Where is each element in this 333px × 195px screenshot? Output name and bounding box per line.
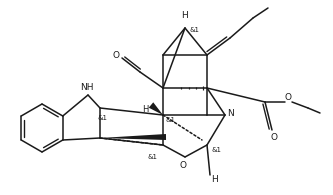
Text: O: O [284, 93, 291, 103]
Text: NH: NH [80, 83, 94, 92]
Text: &1: &1 [212, 147, 222, 153]
Text: O: O [113, 51, 120, 60]
Text: &1: &1 [166, 117, 176, 123]
Text: &1: &1 [98, 115, 108, 121]
Polygon shape [100, 134, 166, 140]
Text: O: O [270, 134, 277, 143]
Text: H: H [212, 176, 218, 184]
Text: &1: &1 [148, 154, 158, 160]
Text: &1: &1 [190, 27, 200, 33]
Polygon shape [149, 102, 163, 115]
Text: H: H [142, 105, 148, 114]
Text: O: O [179, 160, 186, 169]
Text: H: H [181, 12, 188, 20]
Text: N: N [227, 108, 233, 118]
